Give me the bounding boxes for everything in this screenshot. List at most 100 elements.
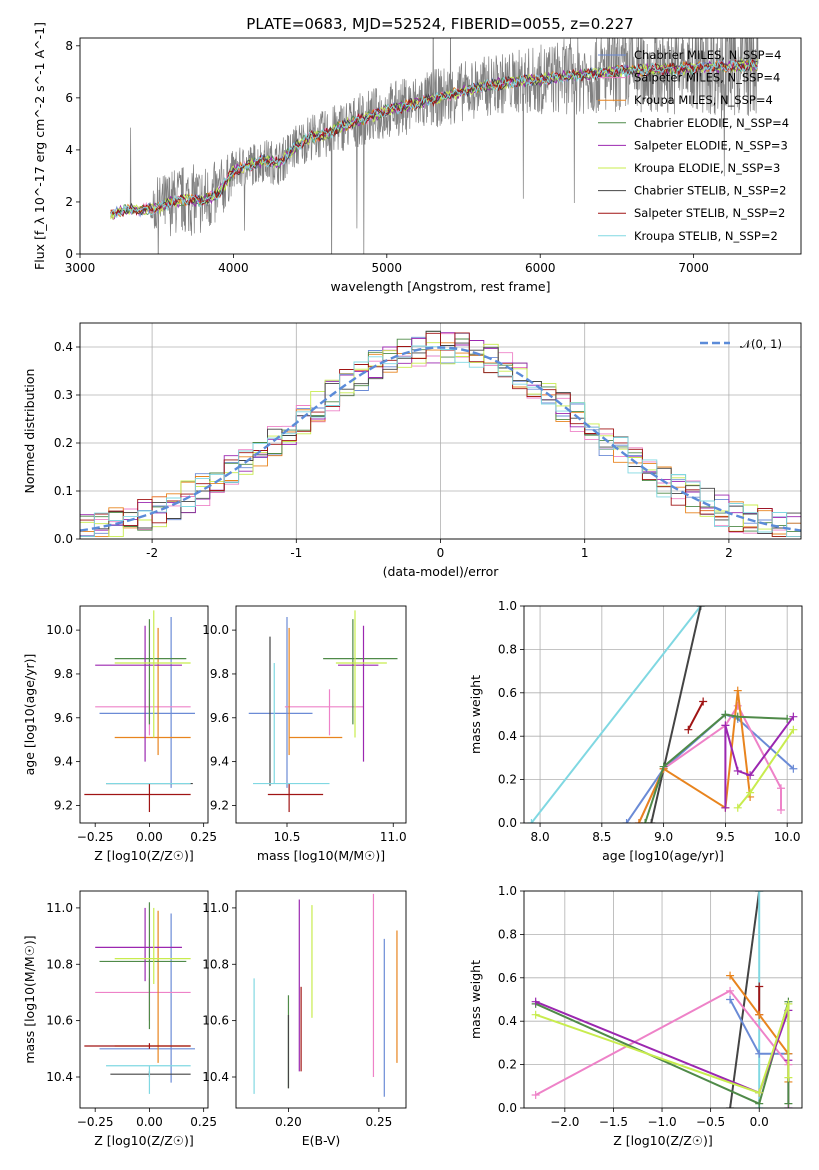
x-tick-label: 0.25 [366, 1115, 393, 1129]
y-tick-label: 10.8 [202, 957, 229, 971]
weight-series-kroupa-elodie [733, 725, 798, 812]
y-tick-label: 0.2 [498, 1058, 517, 1072]
residual-panel: -2 -1 0 1 2 0.0 0.1 0.2 0.3 0.4 (data-model)/error… [22, 322, 802, 579]
model-line-salpeter-stelib [110, 58, 758, 218]
weight-marker [755, 982, 764, 991]
weight-line [535, 1003, 790, 1095]
x-tick-label: 5000 [372, 261, 403, 275]
plot-area [531, 891, 793, 1108]
x-tick-label: 1 [581, 546, 589, 560]
figure-title: PLATE=0683, MJD=52524, FIBERID=0055, z=0… [246, 15, 633, 33]
y-tick-label: 9.8 [210, 667, 229, 681]
y-tick-label: 11.0 [202, 901, 229, 915]
y-tick-label: 6 [65, 91, 73, 105]
legend-label: Kroupa MILES, N_SSP=4 [634, 93, 773, 107]
y-tick-label: 9.2 [54, 798, 73, 812]
weight-vs-z-panel: −2.0 −1.5 −1.0 −0.5 0.0 0.0 0.2 0.4 0.6 0.8 1.0 Z [… [468, 884, 803, 1148]
weight-marker [783, 714, 792, 723]
errorbar-kroupa-elodie [114, 610, 191, 738]
data-spectrum-line [110, 38, 759, 254]
x-axis-label: Z [log10(Z/Z☉)] [94, 1133, 194, 1148]
errorbar-chabrier-miles [248, 616, 313, 788]
x-tick-label: 0.20 [275, 1115, 302, 1129]
x-tick-label: 9.0 [654, 830, 673, 844]
x-tick-label: 8.5 [592, 830, 611, 844]
legend-label: Kroupa STELIB, N_SSP=2 [634, 229, 778, 243]
weight-marker [531, 997, 540, 1006]
weight-series-chabrier-stelib [647, 606, 705, 823]
weight-marker [733, 712, 742, 721]
y-tick-label: 1.0 [498, 884, 517, 898]
y-tick-label: 0.3 [54, 388, 73, 402]
weight-marker [531, 1010, 540, 1019]
y-tick-label: 11.0 [46, 901, 73, 915]
errorbar-kroupa-miles [288, 627, 343, 756]
weight-series-salpeter-stelib [684, 697, 708, 734]
axes-frame [79, 605, 209, 824]
weight-marker [755, 891, 764, 895]
y-axis-label: Flux [f_λ 10^-17 erg cm^-2 s^-1 A^-1] [32, 22, 47, 270]
weight-line [650, 606, 702, 823]
x-axis-label: (data-model)/error [383, 564, 500, 579]
weight-marker [733, 766, 742, 775]
weight-vs-age-panel: 8.0 8.5 9.0 9.5 10.0 0.0 0.2 0.4 0.6 0.8 1.0 age [l… [468, 599, 803, 863]
plot-area [110, 38, 759, 254]
weight-series-salpeter-miles [634, 701, 785, 823]
y-tick-label: 0.6 [498, 971, 517, 985]
errorbar-salpeter-stelib [84, 1043, 191, 1049]
weight-marker [733, 803, 742, 812]
x-tick-label: 8.0 [531, 830, 550, 844]
weight-marker [726, 1104, 735, 1108]
weight-marker [721, 721, 730, 730]
y-tick-label: 1.0 [498, 599, 517, 613]
y-tick-label: 0.2 [498, 773, 517, 787]
y-tick-label: 0.4 [498, 729, 517, 743]
legend-label: Salpeter MILES, N_SSP=4 [634, 71, 780, 85]
y-tick-label: 9.8 [54, 667, 73, 681]
histogram-kroupa-elodie [80, 342, 801, 538]
plot-area [527, 606, 798, 823]
errorbar-salpeter-elodie [338, 625, 379, 762]
x-axis-label: wavelength [Angstrom, rest frame] [330, 279, 550, 294]
x-tick-label: 0.00 [136, 830, 163, 844]
axes-frame [523, 605, 803, 824]
weight-marker [746, 771, 755, 780]
weight-marker [726, 995, 735, 1004]
weight-series-salpeter-elodie [721, 712, 798, 812]
weight-line [687, 701, 705, 731]
model-line-kroupa-elodie [110, 58, 758, 221]
gaussian-curve [80, 346, 801, 532]
x-tick-label: -1 [290, 546, 302, 560]
errorbar-kroupa-elodie [335, 610, 387, 738]
weight-marker [755, 1099, 764, 1108]
weight-marker [696, 606, 705, 610]
x-tick-label: 0 [437, 546, 445, 560]
weight-marker [789, 764, 798, 773]
plot-area [84, 610, 195, 813]
errorbar-salpeter-miles [95, 978, 191, 1021]
model-line-chabrier-stelib [110, 60, 758, 216]
legend-label: 𝒩(0, 1) [740, 337, 782, 351]
weight-marker [684, 725, 693, 734]
mass-vs-ebv-panel: 0.20 0.25 10.4 10.6 10.8 11.0 E(B-V) [202, 890, 407, 1148]
y-tick-label: 4 [65, 143, 73, 157]
x-axis-label: mass [log10(M/M☉)] [257, 848, 385, 863]
errorbar-chabrier-elodie [99, 902, 187, 1030]
y-tick-label: 2 [65, 195, 73, 209]
errorbar-kroupa-miles [114, 627, 191, 756]
weight-marker [699, 697, 708, 706]
x-axis-label: E(B-V) [302, 1133, 341, 1148]
y-tick-label: 0.8 [498, 927, 517, 941]
age-vs-mass-panel: 10.5 11.0 9.2 9.4 9.6 9.8 10.0 mass [log10(M/M☉… [202, 605, 407, 863]
weight-marker [726, 986, 735, 995]
legend-label: Chabrier STELIB, N_SSP=2 [634, 184, 786, 198]
axes-frame [79, 37, 802, 255]
y-tick-label: 10.4 [202, 1070, 229, 1084]
axes-frame [523, 890, 803, 1109]
errorbar-kroupa-elodie [114, 907, 191, 984]
y-tick-label: 9.6 [54, 711, 73, 725]
errorbar-chabrier-elodie [323, 619, 398, 725]
weight-series-kroupa-stelib [527, 606, 705, 823]
x-tick-label: 4000 [218, 261, 249, 275]
weight-marker [789, 712, 798, 721]
